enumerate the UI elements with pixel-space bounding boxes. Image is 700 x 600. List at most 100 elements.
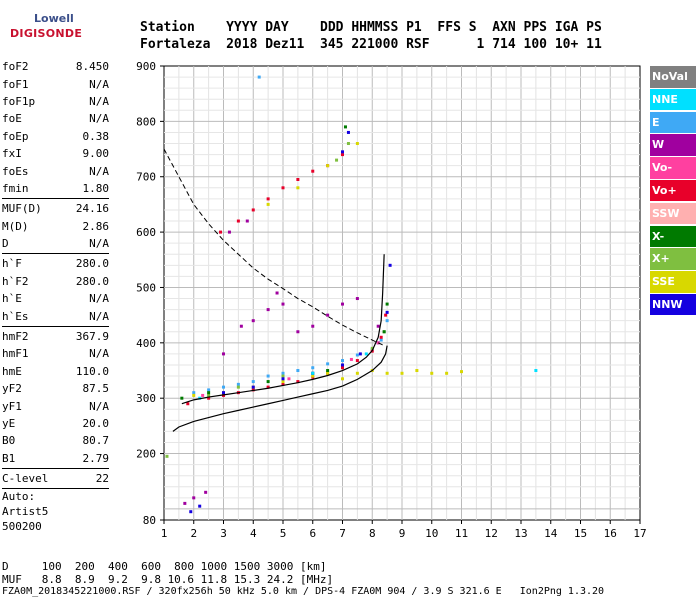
param-name: h`Es (2, 309, 29, 323)
param-name: h`E (2, 292, 22, 306)
param-row-foes: foEs N/A (2, 162, 109, 179)
param-name: fmin (2, 181, 29, 195)
param-row-yf2: yF2 87.5 (2, 380, 109, 397)
data-point-nnw (222, 391, 225, 395)
param-value: N/A (89, 347, 109, 361)
data-point-w (376, 324, 380, 328)
param-name: h`F2 (2, 274, 29, 288)
data-point-sse (266, 202, 270, 206)
auto-scaling-line3: 500200 (2, 520, 42, 534)
param-row-foep: foEp 0.38 (2, 128, 109, 145)
data-point-vo (384, 313, 388, 317)
data-point-w (326, 313, 330, 317)
data-point-e (379, 338, 383, 342)
data-point-vo (207, 396, 211, 400)
data-point-sse (430, 371, 434, 375)
y-tick-label: 800 (136, 115, 156, 128)
data-point-w (204, 490, 208, 494)
param-value: 280.0 (75, 257, 109, 271)
data-point-sse (296, 186, 300, 190)
data-point-nne (364, 352, 368, 356)
data-point-x (165, 454, 169, 458)
param-row-hmf2: hmF2 367.9 (2, 328, 109, 345)
data-point-vo (287, 377, 291, 381)
param-row-b0: B0 80.7 (2, 432, 109, 449)
param-value: N/A (89, 399, 109, 413)
data-point-w (311, 324, 315, 328)
data-point-e (385, 319, 389, 323)
param-row-fmin: fmin 1.80 (2, 180, 109, 197)
data-point-x (346, 142, 350, 146)
param-value: 8.450 (75, 60, 109, 74)
data-point-w (275, 291, 279, 295)
data-point-x (326, 369, 330, 373)
data-point-e (296, 369, 300, 373)
param-row-fof1: foF1 N/A (2, 75, 109, 92)
param-name: MUF(D) (2, 202, 42, 216)
data-point-nnw (341, 150, 344, 154)
data-point-nne (311, 371, 315, 375)
param-row-foe: foE N/A (2, 110, 109, 127)
param-name: foF1p (2, 94, 36, 108)
param-value: N/A (89, 94, 109, 108)
legend-item-vo: Vo- (650, 157, 696, 179)
y-tick-label: 700 (136, 171, 156, 184)
x-tick-label: 17 (633, 527, 646, 540)
x-tick-label: 10 (425, 527, 438, 540)
x-tick-label: 6 (309, 527, 316, 540)
file-info-row: FZA0M_2018345221000.RSF / 320fx256h 50 k… (2, 586, 605, 597)
param-value: 24.16 (75, 202, 109, 216)
data-point-e (222, 385, 225, 389)
param-value: N/A (89, 77, 109, 91)
data-point-e (236, 382, 240, 386)
param-name: hmF2 (2, 330, 29, 344)
param-row-yf1: yF1 N/A (2, 397, 109, 414)
legend-item-sse: SSE (650, 271, 696, 293)
data-point-e (207, 388, 211, 392)
param-row-hes: h`Es N/A (2, 307, 109, 324)
data-point-sse (311, 374, 315, 378)
param-value: N/A (89, 237, 109, 251)
logo-digisonde-text: DIGISONDE (10, 27, 83, 40)
x-tick-label: 3 (220, 527, 227, 540)
param-value: 9.00 (82, 147, 110, 161)
param-value: 110.0 (75, 364, 109, 378)
electron-profile-curve (172, 345, 388, 432)
muf-dashed-curve (163, 148, 385, 347)
data-point-sse (400, 371, 404, 375)
legend-item-x: X+ (650, 248, 696, 270)
data-point-vo (281, 186, 285, 190)
data-point-vo (236, 219, 240, 223)
param-name: foE (2, 112, 22, 126)
param-value: 1.80 (82, 181, 110, 195)
data-point-vo (349, 357, 353, 361)
data-point-sse (355, 142, 359, 146)
data-point-sse (326, 164, 330, 168)
param-name: foF2 (2, 60, 29, 74)
param-row-hf: h`F 280.0 (2, 255, 109, 272)
data-point-vo (296, 380, 300, 384)
legend-item-w: W (650, 134, 696, 156)
data-point-vo (296, 178, 300, 181)
data-point-vo (341, 153, 344, 157)
param-name: M(D) (2, 219, 29, 233)
param-row-ye: yE 20.0 (2, 415, 109, 432)
param-name: C-level (2, 472, 49, 486)
data-point-sse (326, 371, 330, 375)
data-point-w (222, 352, 225, 356)
y-tick-label: 600 (136, 226, 156, 239)
data-point-nnw (198, 504, 202, 508)
param-name: foEs (2, 164, 29, 178)
header-labels: Station YYYY DAY DDD HHMMSS P1 FFS S AXN… (140, 20, 602, 35)
param-value: N/A (89, 292, 109, 306)
data-point-vo (355, 359, 359, 363)
header-values: Fortaleza 2018 Dez11 345 221000 RSF 1 71… (140, 37, 602, 52)
data-point-sse (281, 380, 285, 384)
legend-item-ssw: SSW (650, 202, 696, 225)
data-point-w (227, 230, 231, 234)
data-point-x (370, 346, 374, 350)
x-tick-label: 15 (574, 527, 587, 540)
param-value: N/A (89, 112, 109, 126)
data-point-vo (281, 382, 285, 386)
data-point-nne (534, 369, 538, 373)
